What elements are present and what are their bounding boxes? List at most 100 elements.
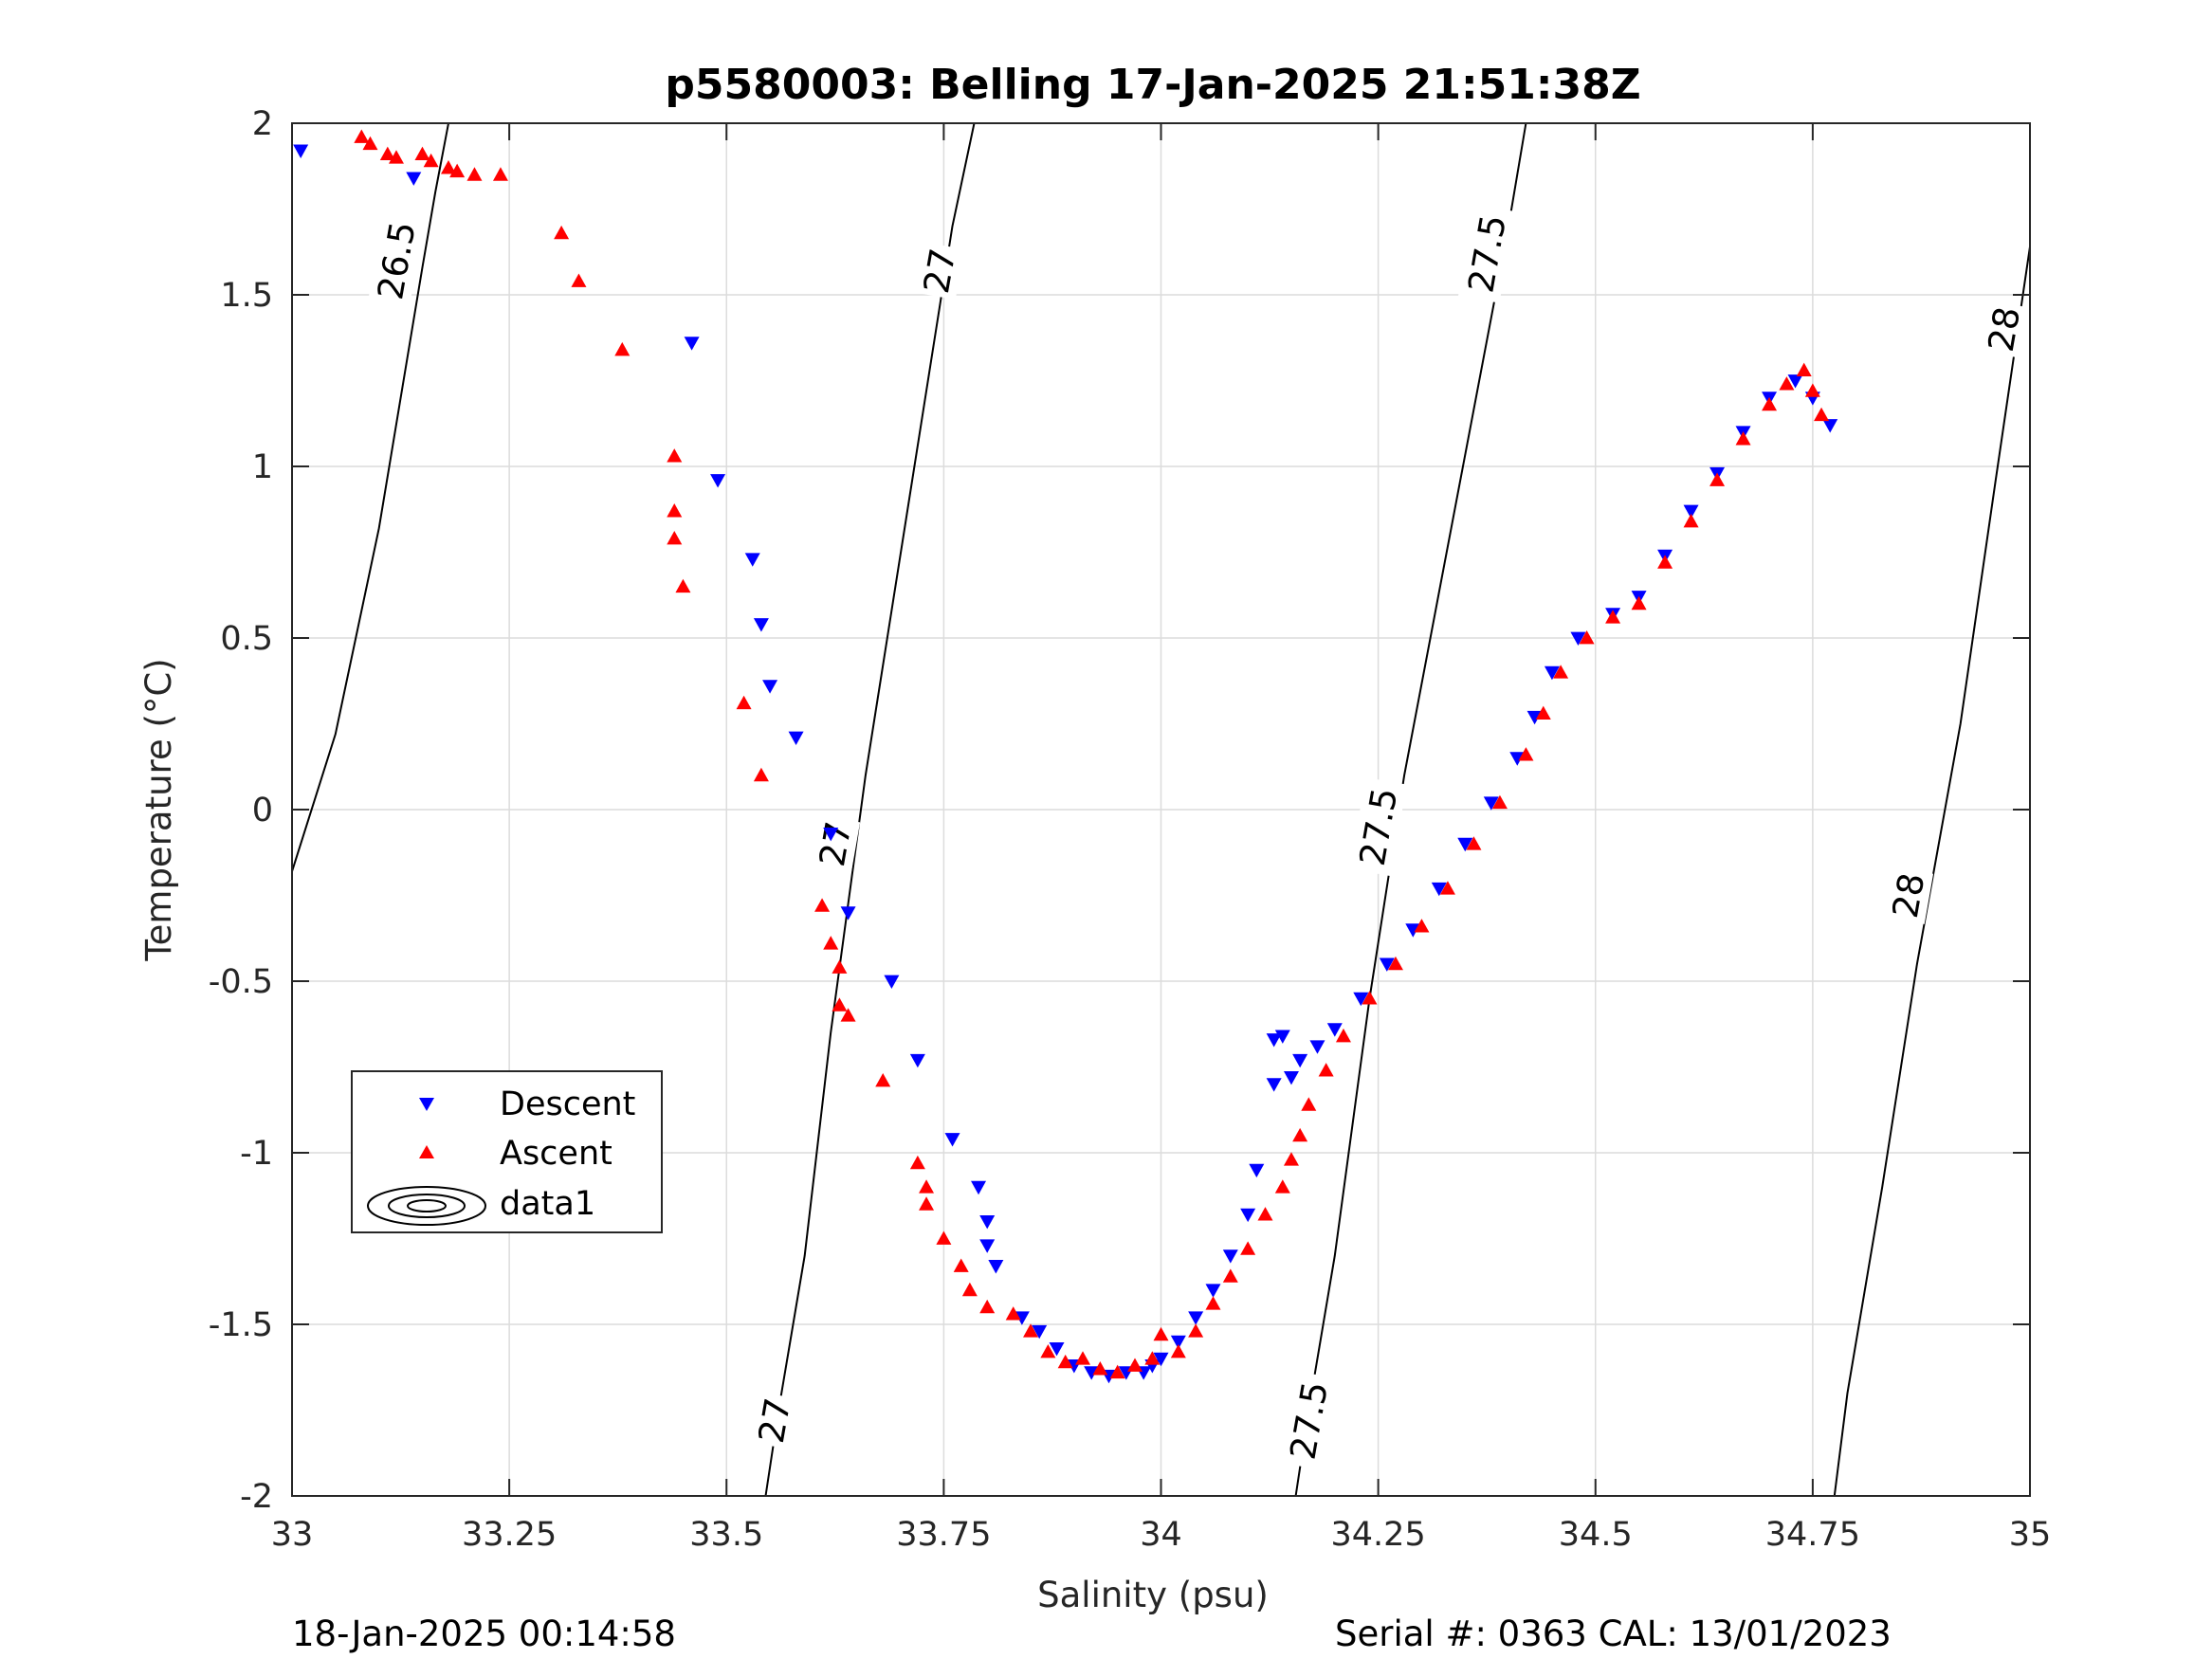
contour-label-text: 27: [812, 818, 860, 869]
descent-point: [1205, 1284, 1221, 1298]
ascent-point: [414, 146, 430, 160]
descent-point: [1032, 1324, 1048, 1340]
contour-label-text: 27: [751, 1395, 799, 1447]
ascent-point: [1335, 1028, 1351, 1043]
descent-point: [1379, 957, 1395, 972]
y-tick-label: -2: [240, 1478, 273, 1516]
ascent-point: [1005, 1306, 1021, 1321]
descent-point: [1084, 1366, 1100, 1380]
ascent-point: [1439, 881, 1455, 895]
descent-point: [406, 172, 422, 186]
descent-point: [1266, 1033, 1282, 1048]
descent-point: [1170, 1335, 1186, 1350]
legend-box: [351, 1070, 663, 1233]
ascent-point: [1779, 376, 1795, 391]
ascent-point: [466, 167, 483, 181]
ascent-point: [909, 1155, 925, 1170]
descent-point: [1222, 1249, 1238, 1264]
contour-label-bg: [1458, 204, 1516, 303]
contour-label-bg: [1883, 866, 1934, 924]
footer-timestamp: 18-Jan-2025 00:14:58: [292, 1613, 676, 1654]
x-tick-label: 33: [271, 1516, 314, 1554]
contour-label-text: 28: [1981, 303, 2029, 355]
descent-point: [1292, 1053, 1308, 1068]
contour-line-28: [1833, 246, 2031, 1497]
contour-label-bg: [1280, 1371, 1338, 1470]
ascent-point: [1092, 1361, 1108, 1376]
ascent-point: [979, 1299, 996, 1314]
ascent-point: [1466, 836, 1482, 850]
ascent-point: [1491, 794, 1508, 810]
x-tick-label: 33.5: [689, 1516, 763, 1554]
ascent-point: [1387, 956, 1403, 971]
ascent-point: [1762, 396, 1778, 411]
contour-label: 27: [749, 1391, 800, 1449]
contour-label-bg: [914, 242, 965, 301]
descent-point: [753, 618, 769, 632]
descent-point: [1457, 837, 1473, 852]
ascent-point: [449, 163, 466, 178]
descent-point: [1274, 1030, 1290, 1044]
contour-label: 27.5: [1349, 777, 1407, 877]
descent-point: [1570, 631, 1586, 646]
ascent-point: [953, 1258, 969, 1272]
ascent-point: [1535, 705, 1551, 720]
descent-point: [1787, 374, 1803, 389]
ascent-point: [1109, 1364, 1125, 1379]
ascent-point: [354, 129, 370, 143]
contour-label: 27: [810, 814, 861, 873]
contour-label-text: 27: [916, 246, 964, 297]
descent-point: [979, 1239, 996, 1253]
ascent-point: [1257, 1207, 1273, 1221]
contour-label-bg: [1349, 777, 1407, 877]
descent-point: [1483, 796, 1499, 811]
descent-point: [1049, 1341, 1065, 1357]
contour-label-bg: [810, 814, 861, 873]
descent-point: [1683, 504, 1699, 520]
descent-point: [1544, 665, 1560, 681]
ascent-point: [832, 959, 848, 974]
y-tick-label: 1: [252, 448, 273, 486]
ascent-point: [1605, 610, 1621, 624]
x-tick-label: 34: [1140, 1516, 1182, 1554]
y-tick-label: 0: [252, 792, 273, 830]
ascent-point: [1153, 1326, 1169, 1341]
descent-point: [744, 553, 760, 567]
y-axis-label: Temperature (°C): [138, 658, 179, 961]
descent-point: [840, 906, 856, 921]
ascent-point: [919, 1179, 935, 1194]
descent-point: [788, 731, 804, 745]
x-tick-label: 33.75: [896, 1516, 991, 1554]
axes: [291, 122, 2031, 1497]
y-tick-labels: -2 -1.5 -1 -0.5 0 0.5 1 1.5 2: [209, 105, 273, 1516]
x-tick-label: 34.25: [1331, 1516, 1426, 1554]
ascent-point: [388, 150, 404, 164]
contour-line-26.5: [291, 122, 449, 872]
descent-point: [1326, 1023, 1343, 1037]
x-tick-label: 34.5: [1559, 1516, 1633, 1554]
y-tick-label: -1.5: [209, 1306, 273, 1344]
ascent-point: [1318, 1063, 1334, 1077]
y-tick-label: -1: [240, 1135, 273, 1173]
descent-point: [823, 827, 839, 842]
contour-label: 28: [1883, 866, 1934, 924]
ascent-point: [736, 695, 752, 710]
ascent-point: [875, 1072, 891, 1087]
y-tick-label: -0.5: [209, 963, 273, 1001]
contour-label-bg: [749, 1391, 800, 1449]
descent-point: [1526, 710, 1543, 725]
legend-descent-label: Descent: [500, 1085, 635, 1123]
descent-point: [1353, 992, 1369, 1007]
ascent-point: [1057, 1354, 1073, 1369]
ascent-point: [667, 503, 683, 518]
descent-point: [293, 144, 309, 158]
ascent-point: [1205, 1296, 1221, 1310]
ascent-point: [1657, 555, 1673, 569]
ascent-point: [832, 997, 848, 1012]
ascent-point: [1814, 407, 1830, 422]
ascent-point: [1292, 1127, 1308, 1142]
ascent-point: [440, 160, 456, 174]
ascent-point: [1023, 1323, 1039, 1338]
legend-data1-label: data1: [500, 1185, 595, 1223]
